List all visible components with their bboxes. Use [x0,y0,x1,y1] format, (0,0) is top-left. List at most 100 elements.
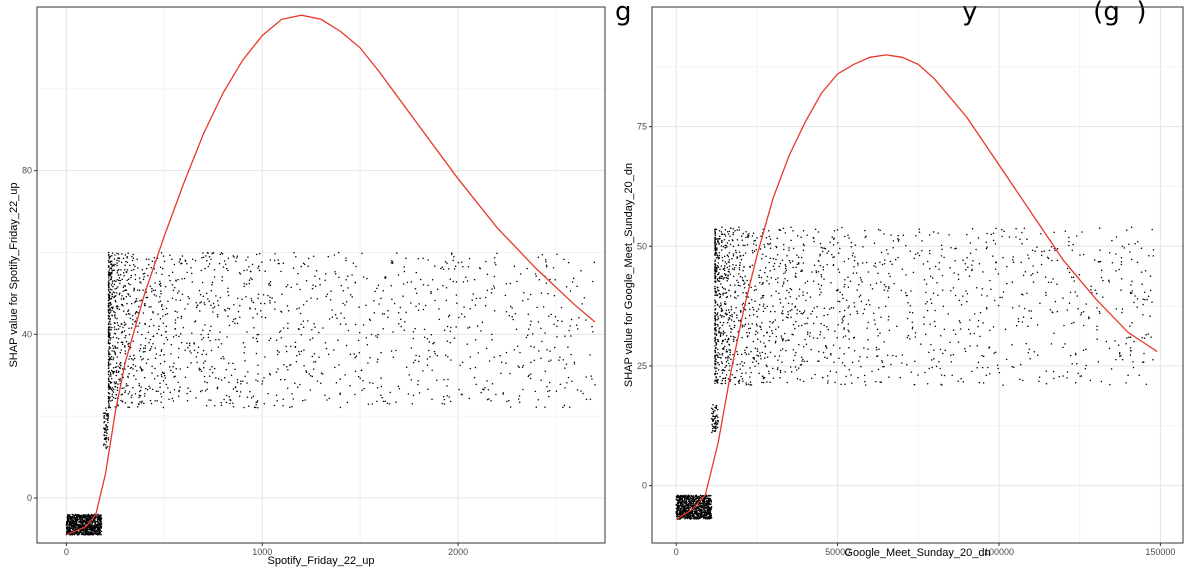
data-point [107,251,110,254]
data-point [104,443,107,446]
data-point [738,229,741,231]
data-point [576,389,579,391]
data-point [811,310,814,313]
data-point [834,381,836,384]
data-point [110,400,112,402]
data-point [70,521,72,524]
data-point [832,263,835,266]
data-point [929,275,932,278]
data-point [127,343,129,345]
data-point [735,297,737,300]
data-point [299,288,301,291]
data-point [303,263,306,266]
data-point [202,295,205,297]
data-point [127,376,129,379]
data-point [148,325,151,328]
data-point [749,376,751,378]
data-point [452,259,454,262]
data-point [262,293,265,296]
data-point [103,414,106,417]
data-point [723,272,726,275]
data-point [530,361,532,364]
data-point [196,361,198,364]
data-point [274,301,276,303]
data-point [190,362,192,364]
data-point [110,306,113,309]
data-point [1095,292,1098,295]
data-point [369,319,372,321]
data-point [98,518,101,520]
data-point [692,495,694,497]
data-point [1050,245,1053,248]
data-point [389,391,391,394]
data-point [115,381,118,383]
data-point [565,285,568,288]
data-point [95,524,97,527]
data-point [112,285,114,288]
data-point [110,388,113,391]
data-point [678,495,680,497]
data-point [1129,347,1132,349]
data-point [509,305,512,308]
data-point [860,365,862,368]
data-point [873,319,876,321]
data-point [220,379,223,381]
data-point [580,270,582,272]
data-point [768,372,770,375]
data-point [791,308,793,311]
data-point [415,271,418,274]
data-point [124,336,126,339]
data-point [107,363,110,365]
data-point [781,348,784,350]
data-point [85,531,88,533]
data-point [430,292,432,295]
data-point [1012,261,1015,263]
data-point [165,336,168,339]
data-point [154,347,157,349]
data-point [1071,362,1073,365]
data-point [175,279,177,282]
data-point [496,252,498,255]
data-point [716,294,719,297]
data-point [152,289,155,292]
data-point [742,244,744,247]
data-point [890,363,892,366]
data-point [891,263,893,265]
data-point [222,266,225,268]
data-point [717,338,719,341]
data-point [221,279,223,282]
data-point [380,351,382,354]
data-point [117,268,120,271]
data-point [181,293,184,296]
data-point [1099,260,1102,263]
data-point [76,526,79,528]
data-point [116,264,118,267]
data-point [1131,290,1133,292]
data-point [823,307,826,310]
data-point [391,262,394,264]
data-point [108,347,110,350]
data-point [241,298,243,301]
data-point [152,335,155,337]
data-point [188,297,190,300]
data-point [212,302,215,305]
data-point [914,332,917,334]
data-point [897,256,899,259]
data-point [87,524,90,527]
data-point [858,360,860,362]
data-point [762,228,764,230]
data-point [294,382,296,385]
data-point [569,290,572,292]
data-point [714,351,717,354]
data-point [144,350,146,353]
data-point [410,281,413,283]
data-point [513,265,516,268]
data-point [1149,275,1152,277]
data-point [287,327,289,329]
data-point [324,394,326,396]
data-point [717,325,719,327]
data-point [822,268,825,271]
data-point [206,388,208,391]
data-point [684,502,687,505]
data-point [689,498,691,500]
